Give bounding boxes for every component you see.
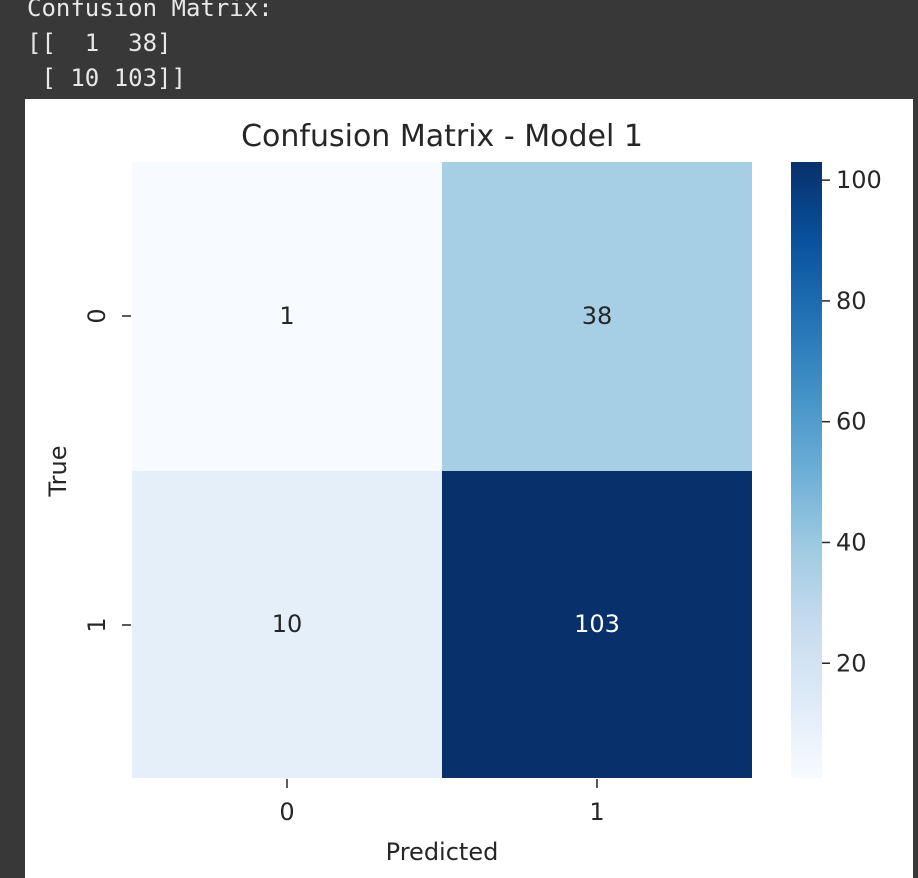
- colorbar-tick-label: 100: [836, 166, 882, 194]
- y-tick-label: 0: [83, 308, 111, 323]
- confusion-matrix-chart: Confusion Matrix - Model 1 1 38 10 103 0…: [44, 119, 882, 866]
- cell-value-label: 1: [279, 302, 294, 330]
- cell-value-label: 38: [582, 302, 613, 330]
- cell-value-label: 10: [272, 610, 303, 638]
- heatmap-cell: [132, 471, 442, 778]
- heatmap-cell: [442, 471, 752, 778]
- x-axis-label: Predicted: [386, 838, 499, 866]
- heatmap-cell: [132, 162, 442, 471]
- cell-value-label: 103: [574, 610, 620, 638]
- figure-panel: Confusion Matrix - Model 1 1 38 10 103 0…: [25, 99, 913, 878]
- x-tick-label: 0: [279, 798, 294, 826]
- y-tick-label: 1: [83, 617, 111, 632]
- chart-title: Confusion Matrix - Model 1: [241, 119, 643, 154]
- heatmap-cell: [442, 162, 752, 471]
- x-tick-label: 1: [589, 798, 604, 826]
- colorbar-tick-label: 60: [836, 408, 867, 436]
- y-axis-label: True: [44, 446, 72, 498]
- colorbar-tick-label: 80: [836, 287, 867, 315]
- console-line: [[ 1 38]: [27, 29, 172, 57]
- console-line: [ 10 103]]: [27, 64, 186, 92]
- colorbar-tick-label: 40: [836, 528, 867, 556]
- console-line: Confusion Matrix:: [27, 0, 273, 22]
- colorbar-tick-label: 20: [836, 649, 867, 677]
- colorbar-ticks: 20 40 60 80 100: [822, 166, 882, 677]
- console-output: Confusion Matrix: [[ 1 38] [ 10 103]]: [27, 0, 273, 96]
- colorbar: [791, 162, 822, 778]
